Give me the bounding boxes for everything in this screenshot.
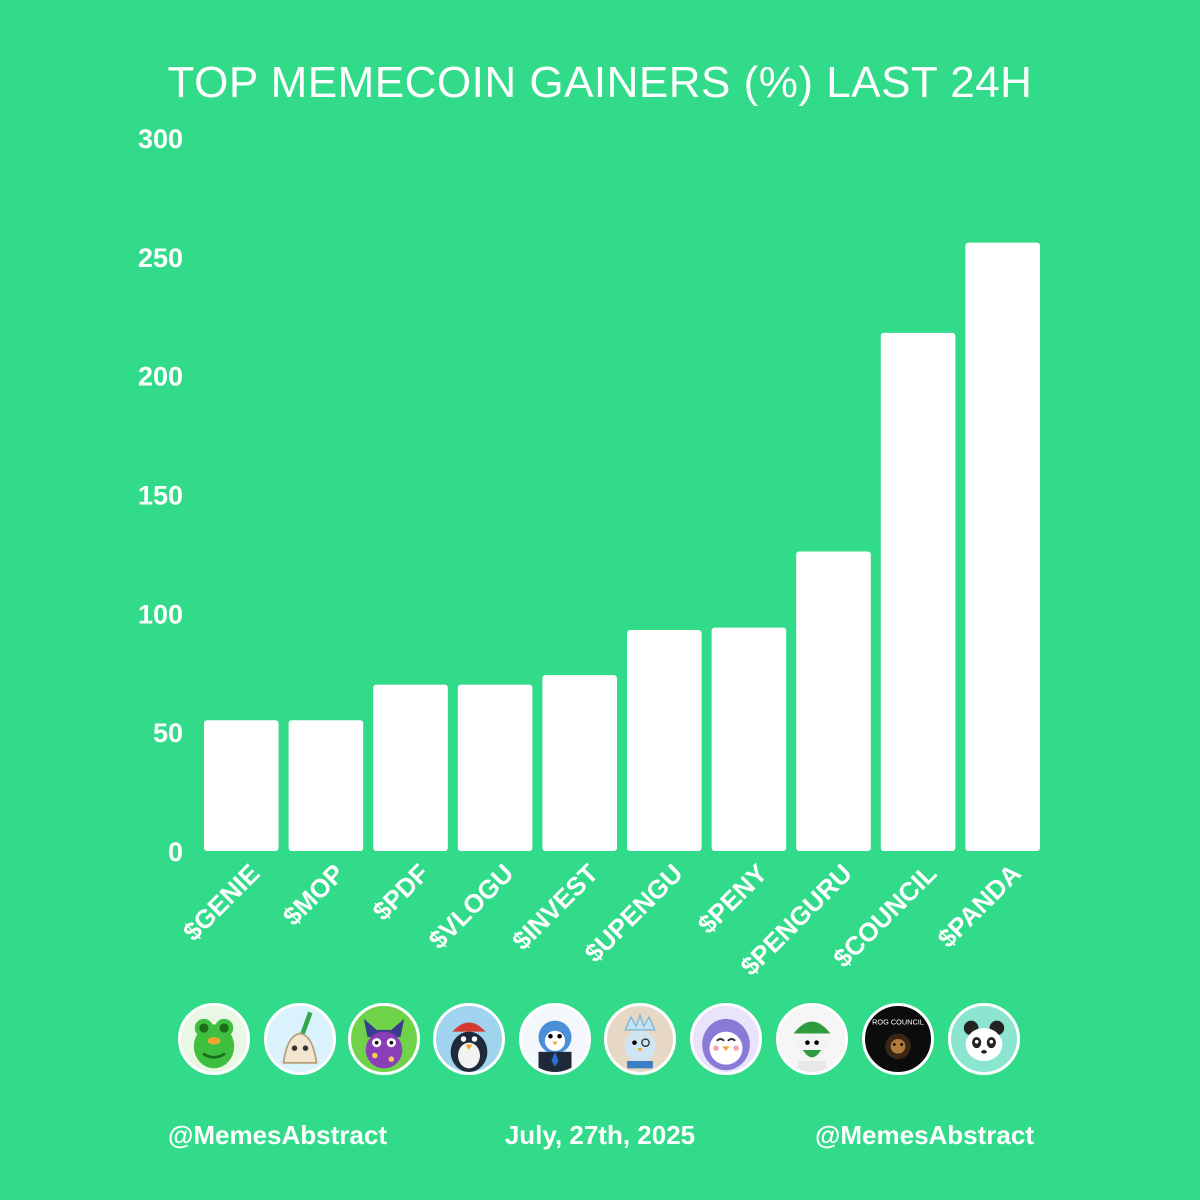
green-turban-penguin-icon: [776, 1003, 848, 1075]
bar-pdf: [373, 684, 448, 851]
x-tick-label: $PENY: [692, 858, 774, 940]
y-tick-label: 250: [138, 243, 183, 273]
x-axis-ticks: $GENIE $MOP $PDF$VLOGU$INVEST$UPENGU $PENY$…: [177, 858, 1027, 982]
bar-vlogu: [457, 684, 533, 851]
mop-icon: [264, 1003, 336, 1075]
y-tick-label: 100: [138, 599, 183, 629]
x-tick-label: $PANDA: [931, 858, 1027, 954]
footer-handle-left: @MemesAbstract: [168, 1120, 387, 1150]
chart-title: TOP MEMECOIN GAINERS (%) LAST 24H: [167, 58, 1033, 107]
bar-peny: [711, 627, 787, 851]
purple-creature-icon: [348, 1003, 420, 1075]
y-tick-label: 0: [168, 837, 183, 867]
rog-council-icon: ROG COUNCIL: [862, 1003, 934, 1075]
y-tick-label: 200: [138, 362, 183, 392]
bar-panda: [965, 242, 1040, 851]
bar-invest: [542, 675, 617, 851]
green-frog-icon: [178, 1003, 250, 1075]
bar-genie: [204, 720, 279, 851]
bar-penguru: [796, 551, 871, 851]
penguin-suit-icon: [519, 1003, 591, 1075]
y-tick-label: 300: [138, 124, 183, 154]
footer-handle-right: @MemesAbstract: [815, 1120, 1034, 1150]
panda-icon: [948, 1003, 1020, 1075]
y-tick-label: 50: [153, 718, 183, 748]
bar-upengu: [627, 629, 702, 851]
x-tick-label: $MOP: [277, 858, 350, 931]
penguin-red-hat-icon: [433, 1003, 505, 1075]
y-tick-label: 150: [138, 481, 183, 511]
coin-avatars: ROG COUNCIL: [0, 1003, 1200, 1083]
y-axis-ticks: 0 50 100 150 200 250 300: [138, 124, 183, 867]
purple-penguin-icon: [690, 1003, 762, 1075]
bar-mop: [288, 720, 364, 851]
x-tick-label: $PDF: [367, 858, 435, 926]
x-tick-label: $VLOGU: [423, 858, 520, 955]
x-tick-label: $GENIE: [177, 858, 266, 947]
rog-council-label: ROG COUNCIL: [872, 1017, 924, 1026]
bars: [204, 242, 1040, 851]
footer-date: July, 27th, 2025: [504, 1120, 696, 1150]
penguin-crown-icon: [604, 1003, 676, 1075]
bar-council: [880, 332, 956, 851]
